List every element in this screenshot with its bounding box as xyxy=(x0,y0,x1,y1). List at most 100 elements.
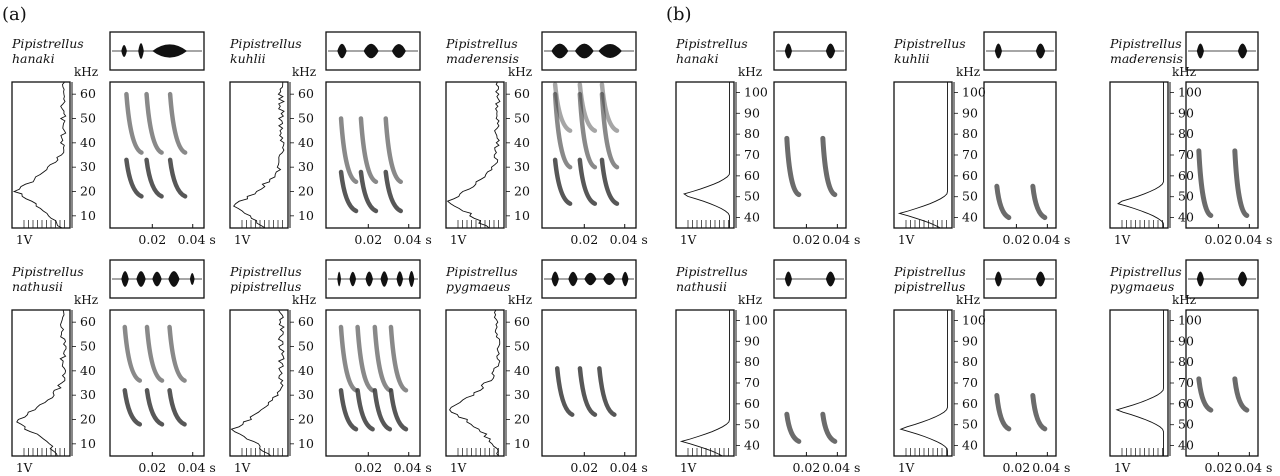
species-epithet-label: maderensis xyxy=(1110,51,1183,66)
species-epithet-label: pipistrellus xyxy=(894,279,965,294)
oscillogram-burst xyxy=(1035,271,1046,287)
frequency-unit-label: kHz xyxy=(956,65,980,79)
frequency-tick-label: 90 xyxy=(744,105,760,120)
oscillogram-burst xyxy=(152,271,162,287)
oscillogram-burst xyxy=(121,44,127,58)
call-sweep xyxy=(355,324,375,393)
frequency-tick-label: 60 xyxy=(80,86,96,101)
amplitude-scale-label: 1V xyxy=(450,461,467,475)
call-sweep xyxy=(577,91,598,170)
time-tick-label: 0.04 s xyxy=(178,232,216,247)
frequency-tick-label: 20 xyxy=(80,412,96,427)
species-epithet-label: nathusii xyxy=(676,279,727,294)
call-sweep xyxy=(167,324,187,383)
oscillogram-burst xyxy=(408,271,415,287)
power-spectrum-frame xyxy=(229,309,289,457)
frequency-tick-label: 90 xyxy=(962,333,978,348)
oscillogram-burst xyxy=(603,272,616,286)
species-plot-maderensis-b: Pipistrellusmaderensis405060708090100kHz… xyxy=(1109,31,1272,247)
frequency-tick-label: 10 xyxy=(514,208,530,223)
frequency-tick-label: 40 xyxy=(962,210,978,225)
call-sweep xyxy=(597,366,617,417)
time-tick-label: 0.02 xyxy=(1002,460,1030,475)
species-epithet-label: nathusii xyxy=(12,279,63,294)
frequency-unit-label: kHz xyxy=(738,65,762,79)
frequency-unit-label: kHz xyxy=(508,293,532,307)
oscillogram-frame xyxy=(983,259,1057,299)
call-sweep xyxy=(577,157,598,206)
species-epithet-label: pipistrellus xyxy=(230,279,301,294)
call-sweep xyxy=(599,82,620,133)
frequency-tick-label: 70 xyxy=(744,147,760,162)
species-genus-label: Pipistrellus xyxy=(893,264,966,279)
call-sweep xyxy=(358,169,379,214)
frequency-tick-label: 30 xyxy=(298,159,314,174)
frequency-tick-label: 50 xyxy=(80,339,96,354)
oscillogram-burst xyxy=(584,272,597,286)
call-sweep xyxy=(1232,376,1250,413)
frequency-tick-label: 100 xyxy=(1178,312,1202,327)
frequency-unit-label: kHz xyxy=(1172,293,1196,307)
call-sweep xyxy=(144,324,165,383)
power-spectrum-curve xyxy=(1117,82,1164,228)
spectrogram-frame xyxy=(983,81,1057,229)
call-sweep xyxy=(552,82,573,133)
frequency-tick-label: 20 xyxy=(80,184,96,199)
oscillogram-frame xyxy=(1185,31,1259,71)
time-tick-label: 0.02 xyxy=(1204,232,1232,247)
oscillogram-burst xyxy=(994,271,1002,287)
time-tick-label: 0.04 s xyxy=(822,460,860,475)
species-genus-label: Pipistrellus xyxy=(1109,36,1182,51)
species-genus-label: Pipistrellus xyxy=(11,36,84,51)
oscillogram-burst xyxy=(189,272,195,286)
species-epithet-label: kuhlii xyxy=(230,51,266,66)
oscillogram-burst xyxy=(551,271,559,287)
call-sweep xyxy=(599,157,620,206)
frequency-tick-label: 80 xyxy=(962,354,978,369)
frequency-tick-label: 40 xyxy=(298,363,314,378)
frequency-tick-label: 20 xyxy=(514,412,530,427)
call-sweep xyxy=(388,324,409,393)
oscillogram-burst xyxy=(784,43,792,59)
call-sweep xyxy=(994,393,1012,432)
power-spectrum-curve xyxy=(897,82,948,229)
frequency-tick-label: 50 xyxy=(298,111,314,126)
time-tick-label: 0.04 s xyxy=(1032,232,1070,247)
call-sweep xyxy=(144,388,165,427)
species-genus-label: Pipistrellus xyxy=(675,36,748,51)
time-tick-label: 0.02 xyxy=(138,232,166,247)
time-tick-label: 0.02 xyxy=(792,232,820,247)
call-sweep xyxy=(784,135,802,198)
frequency-tick-label: 30 xyxy=(80,159,96,174)
amplitude-scale-label: 1V xyxy=(898,233,915,247)
frequency-tick-label: 40 xyxy=(80,363,96,378)
spectrogram-frame xyxy=(109,81,205,229)
oscillogram-burst xyxy=(391,43,406,59)
species-epithet-label: maderensis xyxy=(446,51,519,66)
frequency-tick-label: 10 xyxy=(80,436,96,451)
power-spectrum-frame xyxy=(893,81,953,229)
frequency-tick-label: 30 xyxy=(298,387,314,402)
oscillogram-frame xyxy=(541,259,637,299)
spectrogram-frame xyxy=(1185,309,1259,457)
oscillogram-frame xyxy=(773,259,847,299)
call-sweep xyxy=(554,366,575,417)
call-sweep xyxy=(355,388,375,432)
oscillogram-burst xyxy=(994,43,1002,59)
call-sweep xyxy=(1232,148,1250,218)
frequency-tick-label: 60 xyxy=(514,86,530,101)
oscillogram-frame xyxy=(773,31,847,71)
time-tick-label: 0.04 s xyxy=(822,232,860,247)
time-tick-label: 0.02 xyxy=(570,232,598,247)
call-sweep xyxy=(338,169,359,214)
frequency-tick-label: 20 xyxy=(514,184,530,199)
oscillogram-frame xyxy=(109,259,205,299)
amplitude-scale-label: 1V xyxy=(234,461,251,475)
amplitude-scale-label: 1V xyxy=(450,233,467,247)
spectrogram-frame xyxy=(983,309,1057,457)
call-sweep xyxy=(338,116,359,185)
